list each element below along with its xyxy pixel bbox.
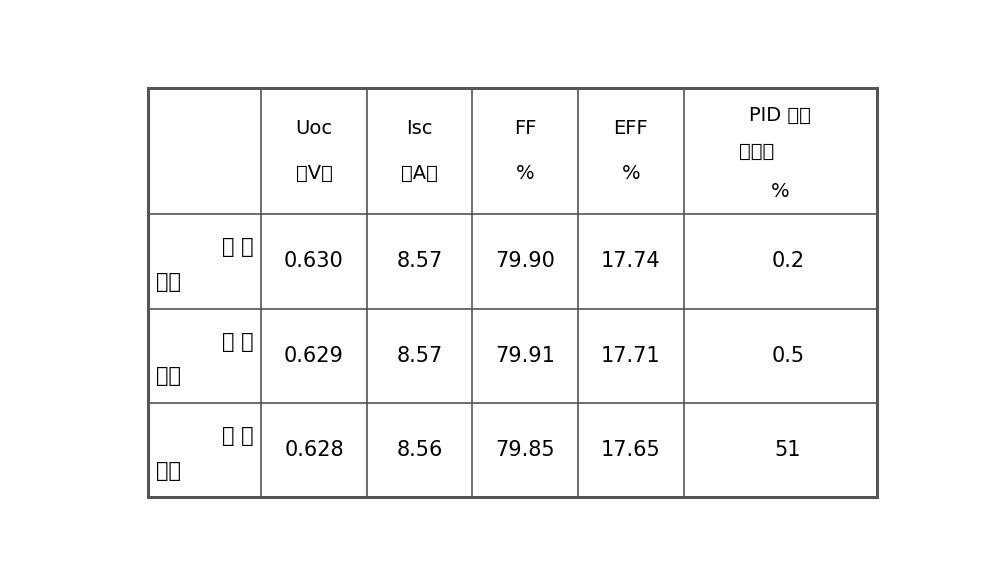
Text: 0.2: 0.2 bbox=[771, 251, 805, 272]
Text: 例一: 例一 bbox=[156, 461, 181, 481]
Text: Uoc: Uoc bbox=[295, 119, 333, 138]
Text: 0.628: 0.628 bbox=[284, 440, 344, 460]
Text: 8.57: 8.57 bbox=[396, 251, 443, 272]
Text: 17.74: 17.74 bbox=[601, 251, 661, 272]
Text: PID 后功: PID 后功 bbox=[749, 106, 811, 126]
Text: 79.85: 79.85 bbox=[495, 440, 555, 460]
Text: 79.90: 79.90 bbox=[495, 251, 555, 272]
Text: EFF: EFF bbox=[614, 119, 648, 138]
Text: %: % bbox=[516, 164, 535, 183]
Text: （V）: （V） bbox=[296, 164, 332, 183]
Text: 8.56: 8.56 bbox=[396, 440, 443, 460]
Text: 79.91: 79.91 bbox=[495, 346, 555, 366]
Text: %: % bbox=[622, 164, 640, 183]
Text: 0.630: 0.630 bbox=[284, 251, 344, 272]
Text: 17.65: 17.65 bbox=[601, 440, 661, 460]
Text: 对 比: 对 比 bbox=[222, 426, 253, 446]
Text: 0.5: 0.5 bbox=[771, 346, 805, 366]
Text: FF: FF bbox=[514, 119, 536, 138]
Text: Isc: Isc bbox=[406, 119, 433, 138]
Text: 51: 51 bbox=[775, 440, 801, 460]
Text: 实 施: 实 施 bbox=[222, 332, 253, 352]
Text: 8.57: 8.57 bbox=[396, 346, 443, 366]
Text: 率衰减: 率衰减 bbox=[739, 142, 775, 161]
Text: %: % bbox=[771, 182, 790, 201]
Text: 例二: 例二 bbox=[156, 367, 181, 387]
Text: （A）: （A） bbox=[401, 164, 438, 183]
Text: 实 施: 实 施 bbox=[222, 237, 253, 258]
Text: 17.71: 17.71 bbox=[601, 346, 661, 366]
Text: 0.629: 0.629 bbox=[284, 346, 344, 366]
Text: 例一: 例一 bbox=[156, 272, 181, 292]
